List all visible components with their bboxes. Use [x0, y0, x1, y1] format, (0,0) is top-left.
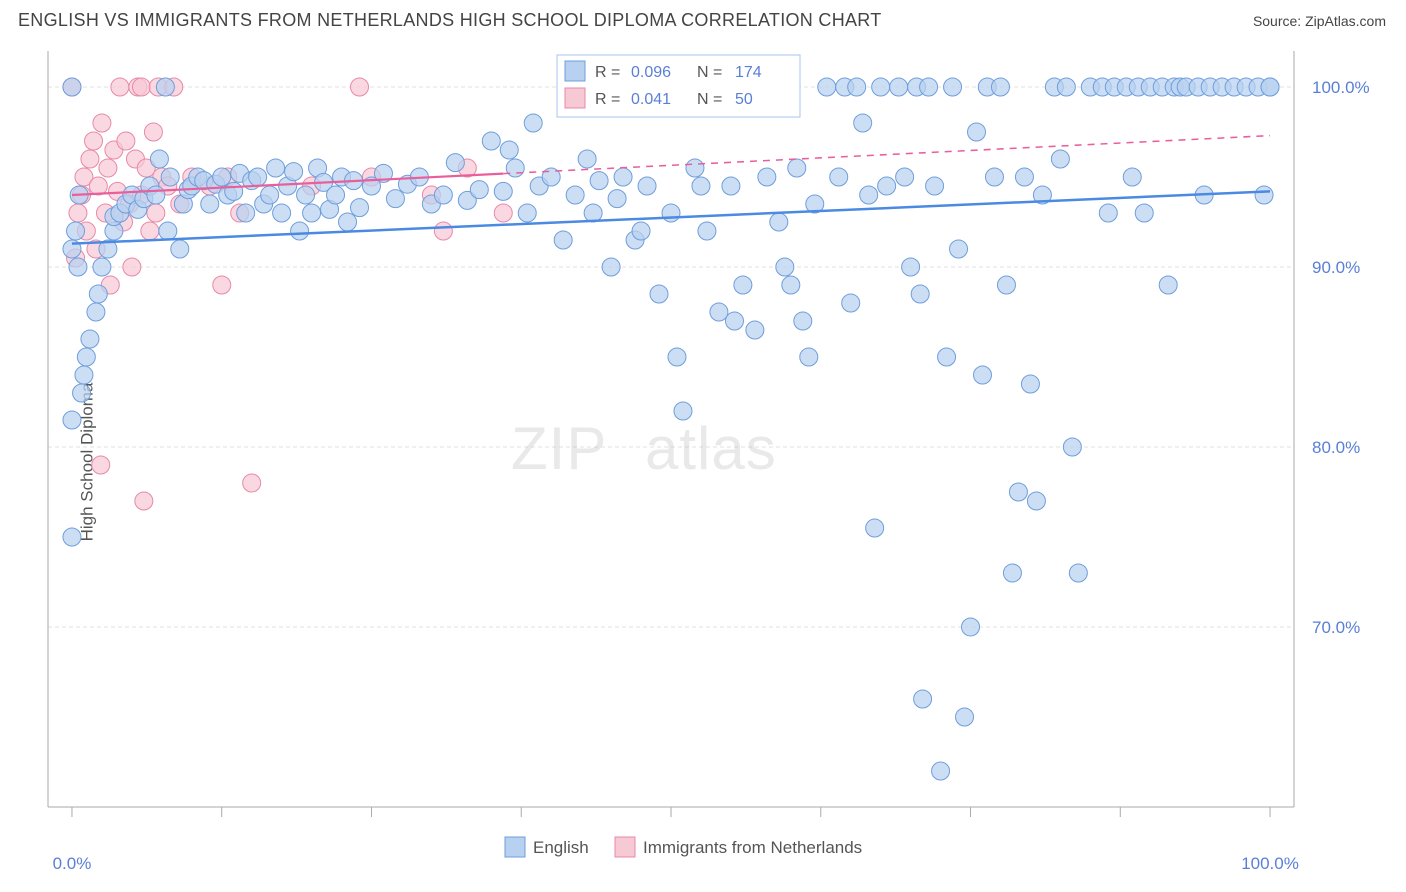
svg-text:50: 50 — [735, 91, 753, 108]
svg-text:R =: R = — [595, 91, 620, 108]
chart-header: ENGLISH VS IMMIGRANTS FROM NETHERLANDS H… — [0, 0, 1406, 37]
chart-title: ENGLISH VS IMMIGRANTS FROM NETHERLANDS H… — [18, 10, 882, 31]
svg-text:174: 174 — [735, 64, 762, 81]
svg-text:0.041: 0.041 — [631, 91, 671, 108]
y-tick-label: 70.0% — [1312, 618, 1360, 637]
svg-text:N =: N = — [697, 64, 722, 81]
legend-label: Immigrants from Netherlands — [643, 838, 862, 857]
series-legend: English Immigrants from Netherlands — [505, 837, 862, 857]
svg-text:0.096: 0.096 — [631, 64, 671, 81]
y-tick-label: 80.0% — [1312, 438, 1360, 457]
correlation-legend: R = 0.096 N = 174 R = 0.041 N = 50 — [557, 55, 800, 117]
svg-text:atlas: atlas — [645, 415, 777, 482]
legend-label: English — [533, 838, 589, 857]
svg-text:R =: R = — [595, 64, 620, 81]
y-tick-label: 90.0% — [1312, 258, 1360, 277]
svg-text:ZIP: ZIP — [511, 415, 607, 482]
watermark: ZIP atlas — [511, 415, 777, 482]
x-tick-label: 100.0% — [1241, 854, 1299, 873]
source-label: Source: — [1253, 13, 1301, 29]
plot-container: High School Diploma ZIPatlas70.0%80.0%90… — [0, 37, 1406, 887]
chart-source: Source: ZipAtlas.com — [1253, 13, 1386, 29]
x-tick-label: 0.0% — [53, 854, 92, 873]
y-tick-label: 100.0% — [1312, 78, 1370, 97]
svg-text:N =: N = — [697, 91, 722, 108]
series-immigrants-from-netherlands — [63, 78, 512, 510]
source-value: ZipAtlas.com — [1305, 13, 1386, 29]
scatter-chart: ZIP atlas 70.0% 80.0% 90.0% 100.0% 0.0% 100.0% R… — [0, 37, 1406, 887]
